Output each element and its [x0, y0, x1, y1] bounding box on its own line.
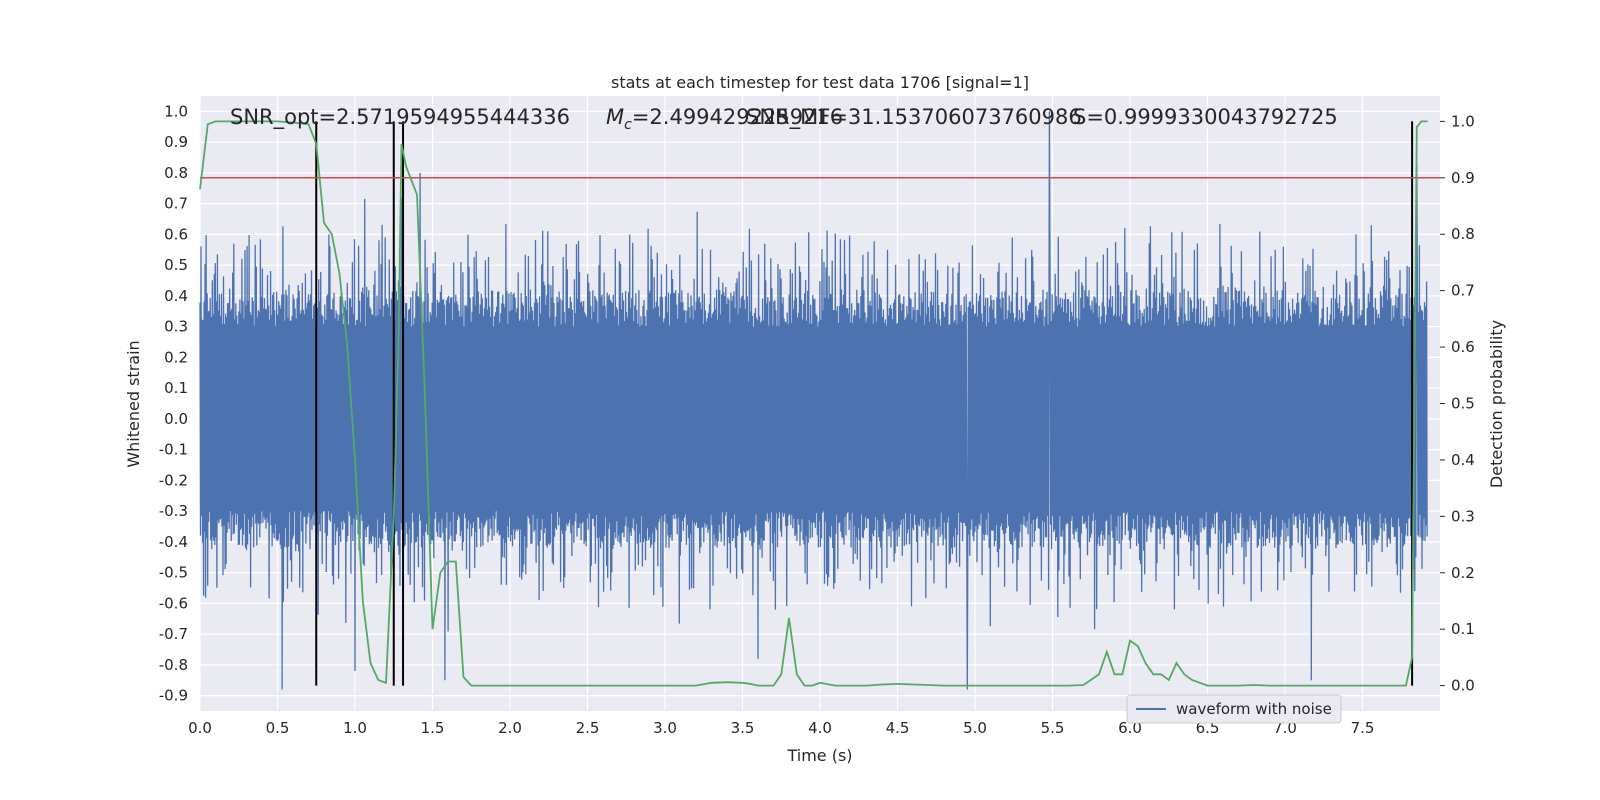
y2-tick-label: 0.6: [1451, 338, 1475, 356]
y2-tick-label: 0.0: [1451, 677, 1475, 695]
x-tick-label: 5.0: [963, 719, 987, 737]
x-tick-label: 1.5: [421, 719, 445, 737]
snr-mf-annotation: SNR_MF=31.153706073760986: [746, 105, 1082, 130]
y2-tick-label: 0.8: [1451, 225, 1475, 243]
legend-box: [1126, 694, 1342, 724]
strain-series: [199, 111, 1428, 690]
x-tick-label: 2.0: [498, 719, 522, 737]
y-tick-label: 0.8: [164, 164, 188, 182]
x-tick-label: 1.0: [343, 719, 367, 737]
y-tick-label: 0.9: [164, 133, 188, 151]
x-tick-label: 5.5: [1041, 719, 1065, 737]
y-tick-label: 0.3: [164, 318, 188, 336]
y2-tick-label: 0.9: [1451, 169, 1475, 187]
y-tick-label: -0.2: [159, 471, 188, 489]
legend-label: waveform with noise: [1176, 700, 1332, 718]
y-tick-label: 0.5: [164, 256, 188, 274]
y-tick-label: -0.5: [159, 564, 188, 582]
probability-line: [199, 120, 1428, 687]
mc-symbol: M: [606, 105, 624, 129]
chart-title: stats at each timestep for test data 170…: [611, 73, 1029, 92]
y-tick-label: -0.8: [159, 656, 188, 674]
y2-tick-label: 0.1: [1451, 620, 1475, 638]
mc-value: =2.4994292259216: [632, 105, 843, 129]
y-tick-label: 0.7: [164, 195, 188, 213]
x-tick-label: 2.5: [576, 719, 600, 737]
x-tick-label: 7.5: [1351, 719, 1375, 737]
x-tick-label: 3.5: [731, 719, 755, 737]
y-tick-label: 0.4: [164, 287, 188, 305]
y-tick-label: 0.2: [164, 348, 188, 366]
y-axis-ticks: 1.0 0.9 0.8 0.7 0.6 0.5 0.4 0.3 0.2 0.1 0.0 -0.1 -0.…: [159, 102, 188, 704]
y2-tick-label: 0.3: [1451, 507, 1475, 525]
x-tick-label: 3.0: [653, 719, 677, 737]
y-tick-label: 0.6: [164, 225, 188, 243]
y-tick-label: 0.0: [164, 410, 188, 428]
mc-subscript: c: [624, 117, 632, 133]
y2-tick-label: 0.5: [1451, 395, 1475, 413]
y2-axis-label: Detection probability: [1487, 320, 1506, 488]
y2-tick-label: 1.0: [1451, 112, 1475, 130]
y-tick-label: -0.3: [159, 502, 188, 520]
x-tick-label: 0.5: [266, 719, 290, 737]
x-axis-label: Time (s): [786, 746, 852, 765]
y2-tick-label: 0.7: [1451, 282, 1475, 300]
y-tick-label: -0.1: [159, 441, 188, 459]
x-tick-label: 0.0: [188, 719, 212, 737]
y-axis-label: Whitened strain: [124, 340, 143, 467]
snr-opt-annotation: SNR_opt=2.5719594955444336: [230, 105, 570, 130]
y2-tick-label: 0.2: [1451, 564, 1475, 582]
strain-line: [199, 111, 1428, 690]
y-tick-label: -0.7: [159, 625, 188, 643]
y-tick-label: -0.4: [159, 533, 188, 551]
x-tick-label: 4.0: [808, 719, 832, 737]
y-tick-label: 1.0: [164, 102, 188, 120]
y-tick-label: -0.9: [159, 687, 188, 705]
mc-annotation: Mc=2.4994292259216: [606, 105, 843, 133]
y2-tick-label: 0.4: [1451, 451, 1475, 469]
x-axis-ticks: 0.0 0.5 1.0 1.5 2.0 2.5 3.0 3.5 4.0 4.5 5.0 5.5 6.0 6…: [188, 719, 1374, 737]
probability-series: [199, 120, 1428, 687]
x-tick-label: 4.5: [886, 719, 910, 737]
legend: waveform with noise: [1126, 694, 1342, 724]
s-annotation: S=0.9999330043792725: [1073, 105, 1338, 129]
y2-axis-ticks: 1.0 0.9 0.8 0.7 0.6 0.5 0.4 0.3 0.2 0.1 0.0: [1440, 112, 1475, 695]
y-tick-label: -0.6: [159, 594, 188, 612]
y-tick-label: 0.1: [164, 379, 188, 397]
